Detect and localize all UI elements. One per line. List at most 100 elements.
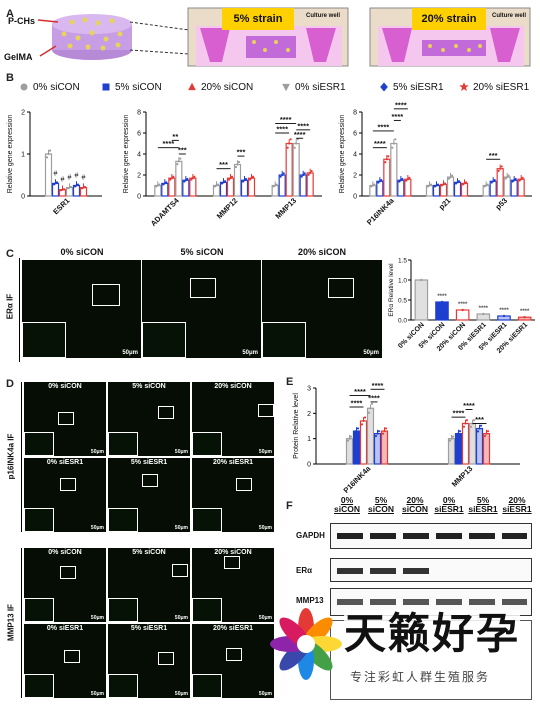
data-point [450, 174, 454, 177]
data-point [45, 156, 49, 159]
bar [510, 179, 518, 197]
watermark-subtitle: 专注彩虹人群生殖服务 [350, 668, 491, 685]
data-point [370, 402, 374, 405]
data-point [234, 165, 238, 169]
hash-annotation: # [75, 173, 79, 180]
blot-column-label: 5% siESR1 [468, 495, 498, 514]
data-point [518, 179, 521, 182]
data-point [478, 427, 481, 430]
legend-label: 5% siESR1 [393, 81, 444, 93]
data-point [380, 179, 383, 182]
legend-marker [459, 82, 469, 91]
y-tick-label: 0 [21, 194, 25, 201]
era-blot [330, 558, 532, 582]
data-point [408, 176, 411, 179]
significance-label: *** [489, 151, 498, 160]
data-point [469, 425, 473, 428]
data-point [229, 177, 232, 180]
zoom-inset [108, 432, 138, 456]
panel-a-label: A [6, 8, 14, 20]
legend-item: 5% siCON [100, 80, 162, 94]
zoom-box [224, 556, 240, 569]
data-point [47, 152, 50, 156]
y-axis-label: Relative gene expression [339, 115, 346, 194]
zoom-inset [24, 674, 54, 698]
zoom-inset [108, 674, 138, 698]
legend-marker-shape [380, 82, 388, 92]
scale-bar: 50μm [174, 449, 188, 455]
data-point [401, 177, 404, 181]
bar [233, 163, 242, 197]
data-point [482, 312, 485, 316]
y-tick-label: 8 [353, 110, 357, 117]
era-if-label: ERα IF [5, 293, 15, 320]
y-tick-label: 0 [307, 462, 311, 469]
significance-label: **** [463, 401, 475, 410]
data-point [184, 179, 187, 182]
strain-5-label: 5% strain [222, 8, 294, 30]
y-tick-label: 1.5 [398, 258, 407, 265]
panel-c-side-bar: ERα IF [2, 258, 20, 362]
data-point [464, 422, 467, 425]
data-point [394, 138, 397, 141]
bar [517, 178, 525, 197]
data-point [176, 163, 179, 166]
data-point [279, 175, 282, 178]
hash-annotation: # [82, 175, 86, 182]
bar [359, 420, 368, 465]
scale-bar: 50μm [258, 449, 272, 455]
gelma-label: GelMA [4, 52, 33, 62]
bar [447, 438, 456, 465]
bar [292, 142, 300, 197]
scale-bar: 50μm [363, 350, 379, 356]
bar [189, 177, 197, 197]
significance-label: **** [458, 302, 468, 308]
data-point [275, 183, 278, 186]
data-point [362, 419, 365, 423]
mmp13-micrograph: 5% siESR1 50μm [108, 624, 190, 698]
zoom-box [158, 406, 174, 419]
bar [446, 176, 455, 197]
bar [226, 177, 235, 197]
y-tick-label: 6 [137, 131, 141, 138]
bar [247, 177, 256, 197]
zoom-box [60, 566, 76, 579]
data-point [289, 138, 292, 141]
strain-20-label: 20% strain [412, 8, 486, 30]
data-point [183, 180, 186, 183]
legend-marker [282, 83, 290, 92]
data-point [295, 142, 298, 145]
data-point [420, 278, 423, 282]
y-tick-label: 2 [353, 173, 357, 180]
data-point [384, 161, 387, 164]
data-point [191, 177, 194, 180]
category-label: ADAMTS4 [149, 195, 182, 228]
zoom-box [236, 478, 252, 491]
significance-label: *** [237, 148, 246, 157]
data-point [349, 435, 353, 438]
data-point [513, 179, 516, 182]
data-point [448, 439, 452, 442]
zoom-inset [24, 508, 54, 532]
bar [299, 174, 307, 197]
blot-column-label: 5% siCON [368, 495, 394, 514]
mmp13-label: MMP13 [296, 596, 324, 605]
data-point [165, 181, 168, 184]
legend-marker [188, 82, 196, 91]
data-point [406, 178, 409, 181]
zoom-box [172, 564, 188, 577]
legend-marker-path [459, 82, 469, 91]
data-point [443, 182, 447, 185]
micrograph-title: 0% siCON [48, 383, 82, 390]
data-point [506, 176, 509, 179]
bar [435, 301, 449, 321]
y-tick-label: 1.0 [398, 278, 407, 285]
legend-item: 5% siESR1 [378, 80, 444, 94]
data-point [244, 177, 248, 181]
y-axis-label: ERα Relative level [388, 263, 395, 317]
data-point [369, 407, 372, 410]
data-point [392, 142, 395, 145]
bar [345, 438, 354, 465]
data-point [310, 169, 313, 173]
zoom-inset [108, 598, 138, 622]
